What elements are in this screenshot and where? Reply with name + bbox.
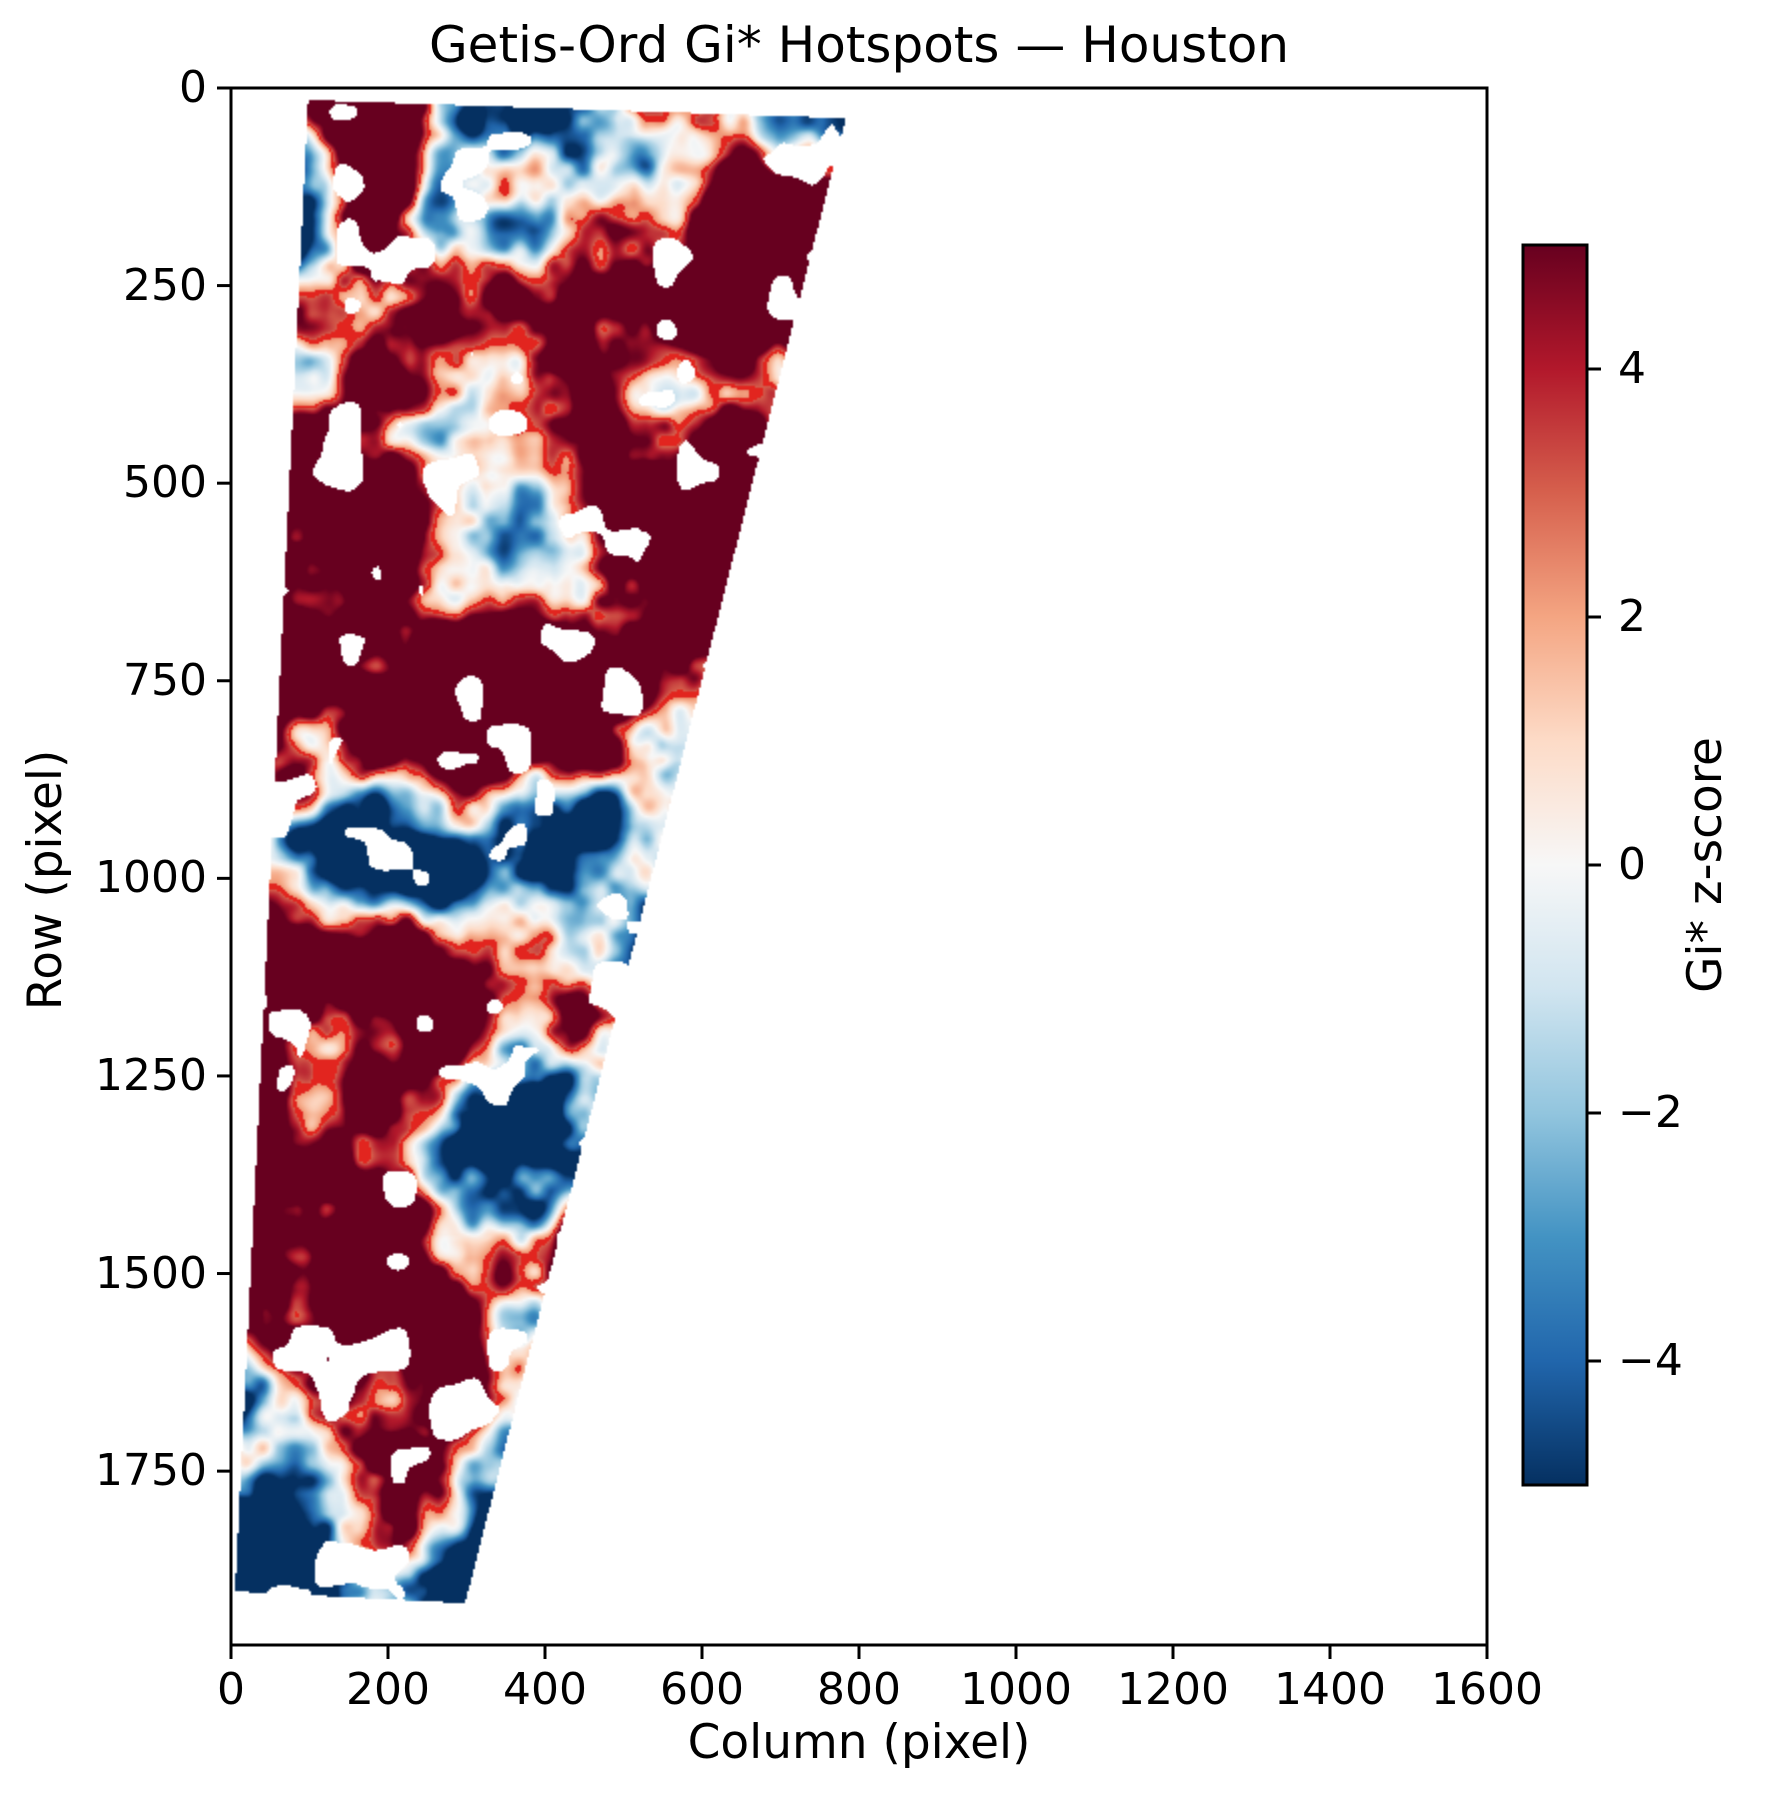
colorbar-tick-label: 0 <box>1618 839 1646 890</box>
x-tick-label: 400 <box>503 1664 587 1715</box>
y-tick-label: 1500 <box>95 1247 207 1299</box>
chart-title: Getis-Ord Gi* Hotspots — Houston <box>428 16 1290 74</box>
y-tick-label: 250 <box>123 259 207 311</box>
colorbar-tick-label: 2 <box>1618 591 1646 642</box>
x-axis-label: Column (pixel) <box>687 1715 1031 1770</box>
colorbar-label: Gi* z-score <box>1678 737 1733 993</box>
x-tick-label: 1600 <box>1431 1664 1543 1715</box>
colorbar-tick-label: −4 <box>1618 1335 1683 1386</box>
y-tick-label: 1250 <box>95 1049 207 1101</box>
x-tick-label: 1000 <box>960 1664 1072 1715</box>
x-tick-label: 600 <box>660 1664 744 1715</box>
x-tick-label: 0 <box>217 1664 245 1715</box>
colorbar-tick-label: 4 <box>1618 343 1646 394</box>
colorbar <box>1521 243 1589 1487</box>
x-tick-label: 800 <box>817 1664 901 1715</box>
plot-spines <box>229 86 1489 1647</box>
y-tick-label: 500 <box>123 457 207 509</box>
y-tick-label: 750 <box>123 654 207 706</box>
x-tick-label: 200 <box>346 1664 430 1715</box>
y-tick-label: 0 <box>179 62 207 113</box>
y-tick-label: 1750 <box>95 1445 207 1497</box>
x-tick-label: 1400 <box>1274 1664 1386 1715</box>
heatmap-swath <box>231 88 1487 1645</box>
y-tick-label: 1000 <box>95 852 207 904</box>
colorbar-tick-label: −2 <box>1618 1087 1683 1138</box>
x-tick-label: 1200 <box>1117 1664 1229 1715</box>
y-axis-label: Row (pixel) <box>18 749 73 1011</box>
